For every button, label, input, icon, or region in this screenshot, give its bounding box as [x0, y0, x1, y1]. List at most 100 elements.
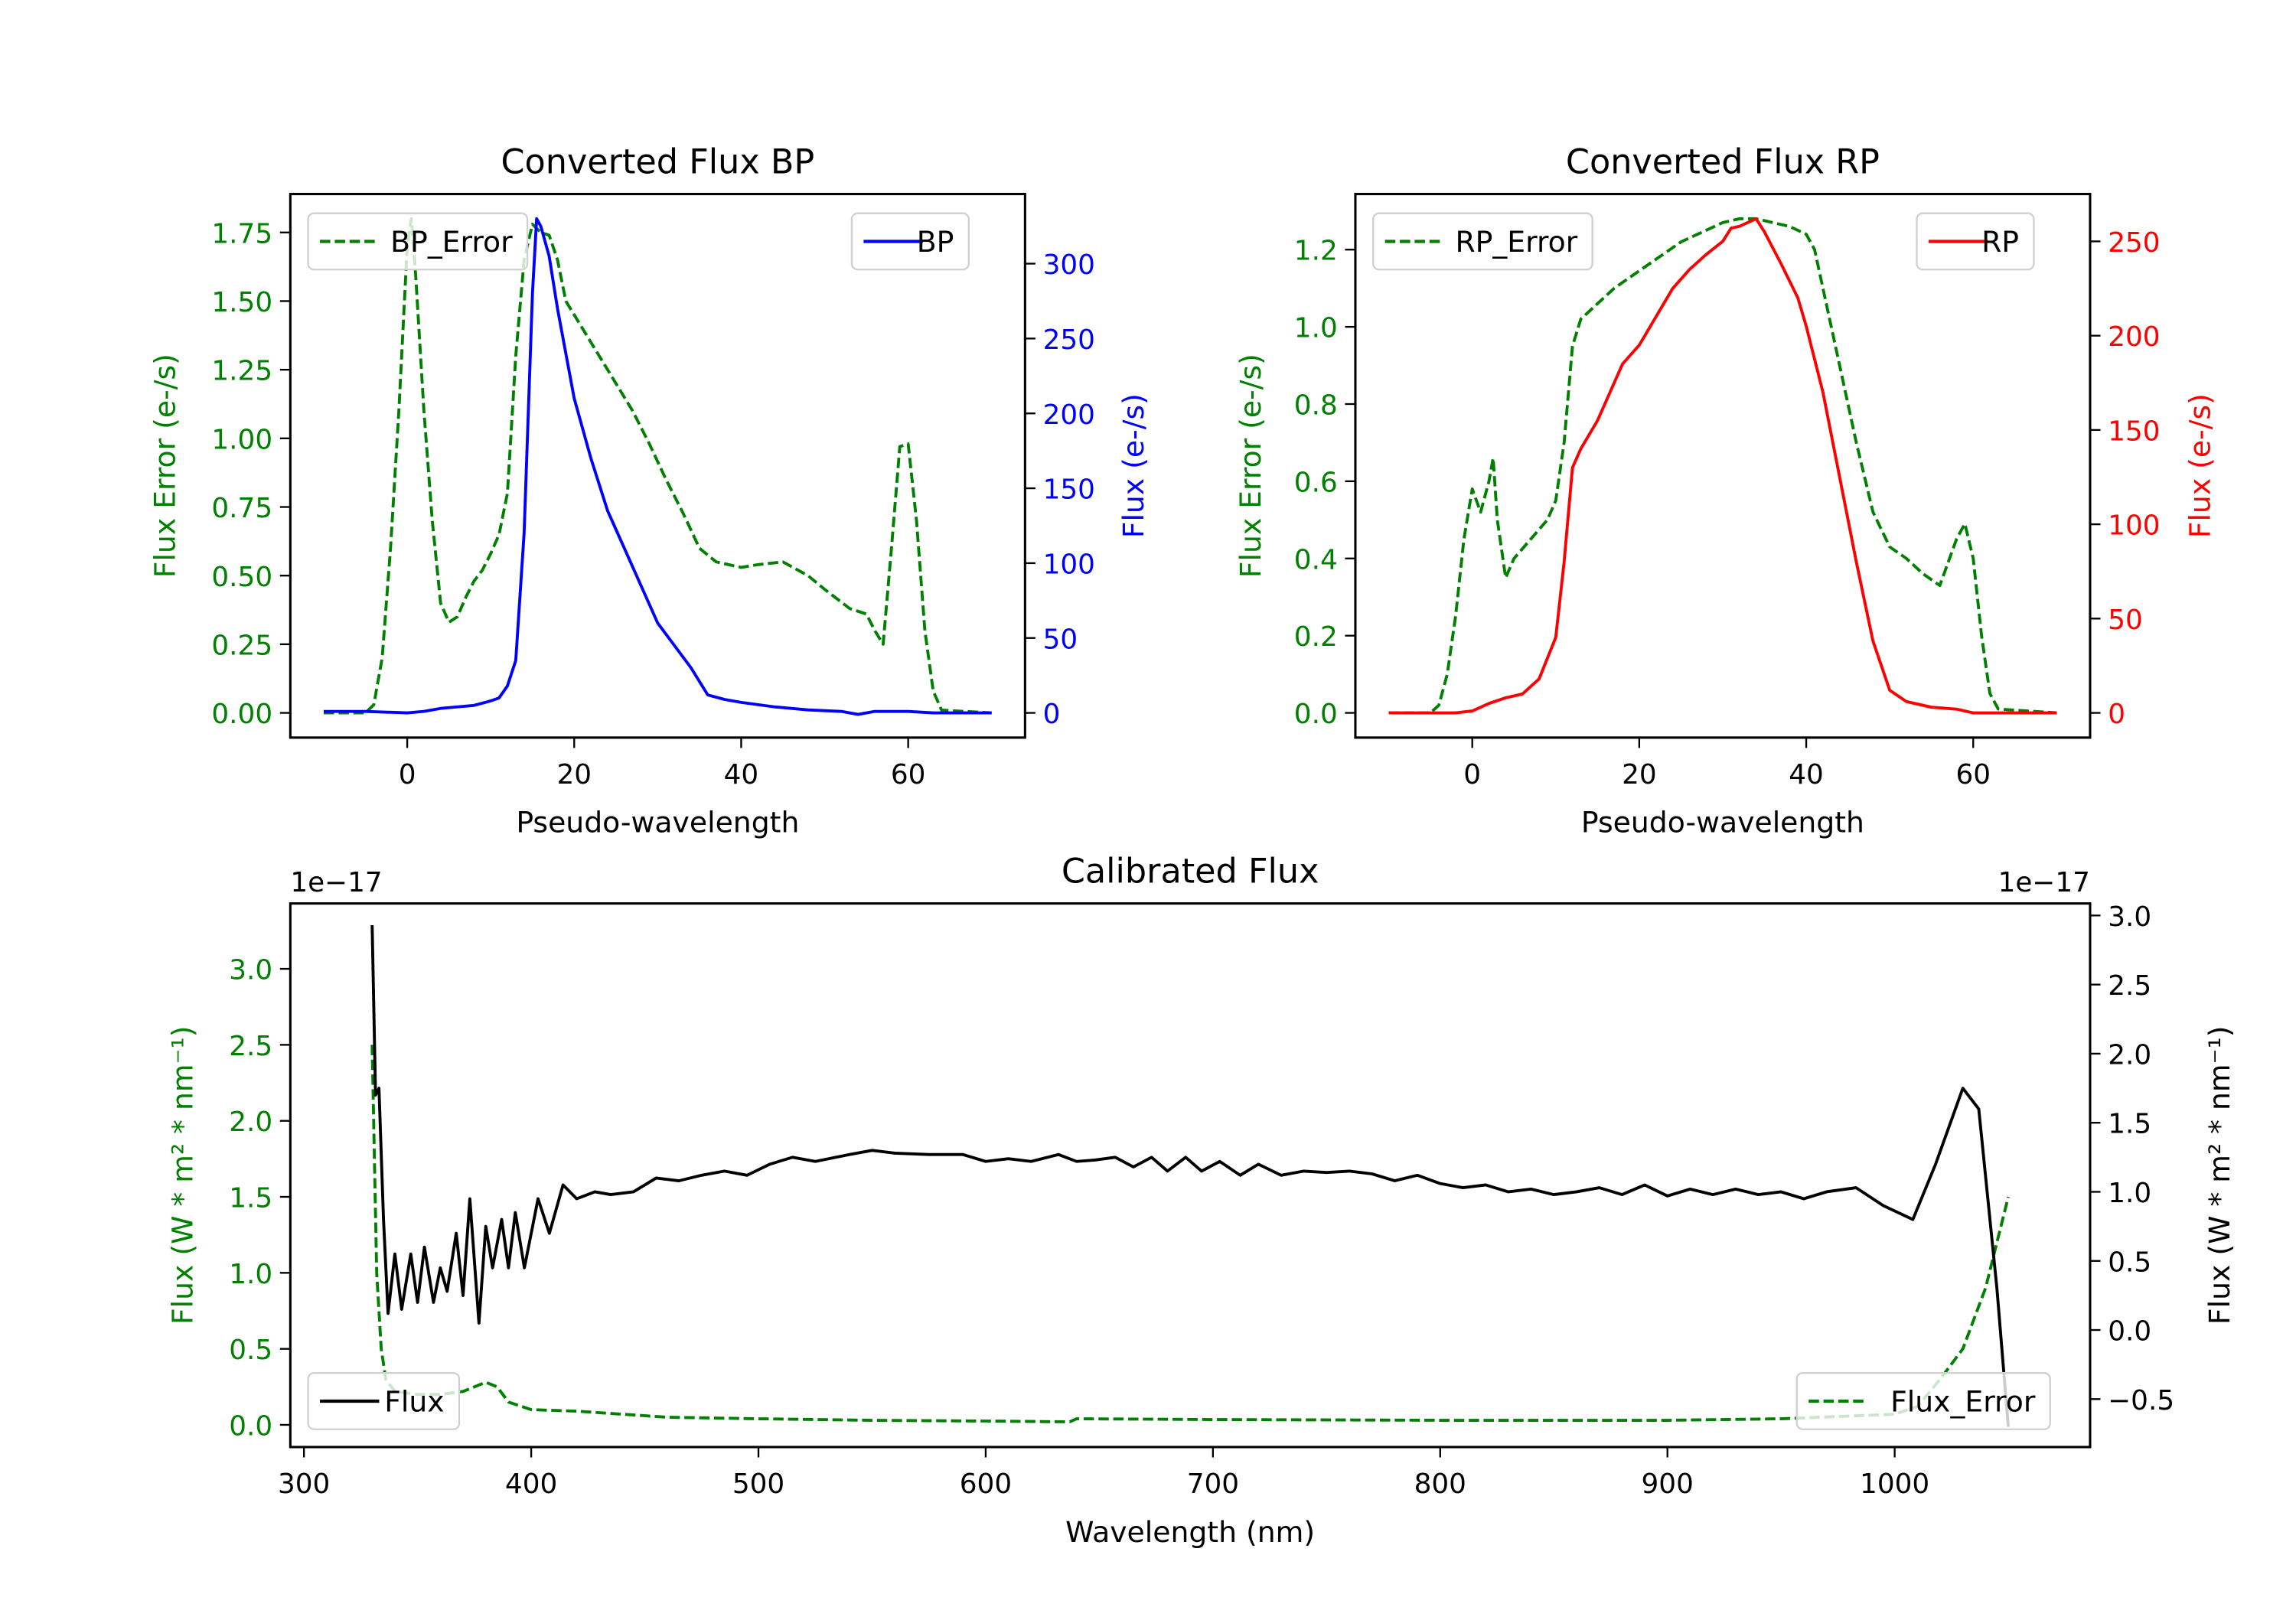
legend-box — [1372, 212, 1593, 271]
right-y-tick-label: 300 — [1043, 249, 1095, 281]
legend-upper-right: RP — [1916, 212, 2035, 271]
left-offset-text: 1e−17 — [290, 867, 382, 898]
x-axis-label: Wavelength (nm) — [1065, 1515, 1315, 1549]
legend-box — [307, 212, 529, 271]
axes-frame — [289, 193, 1026, 739]
left-y-tick-label: 0.25 — [211, 630, 272, 661]
left-y-tick-label: 3.0 — [229, 955, 272, 986]
x-axis-label: Pseudo-wavelength — [1581, 806, 1864, 839]
legend-label: Flux — [384, 1385, 444, 1419]
left-y-axis-label: Flux Error (e-/s) — [148, 354, 181, 578]
left-y-tick-label: 1.2 — [1294, 236, 1338, 267]
x-tick-label: 60 — [1955, 759, 1991, 790]
left-y-axis-label: Flux Error (e-/s) — [1234, 354, 1267, 578]
left-y-tick-label: 1.75 — [211, 218, 272, 249]
left-y-tick-label: 2.5 — [229, 1031, 272, 1062]
x-tick-label: 400 — [505, 1468, 557, 1500]
chart-title: Converted Flux RP — [1566, 142, 1880, 181]
right-y-tick-label: 50 — [1043, 624, 1078, 655]
legend-label: BP — [917, 225, 954, 259]
right-y-tick-label: 2.0 — [2108, 1039, 2151, 1071]
left-y-tick-label: 0.00 — [211, 699, 272, 730]
right-y-tick-label: 2.5 — [2108, 970, 2151, 1002]
chart-title: Calibrated Flux — [1062, 852, 1319, 892]
left-y-tick-label: 2.0 — [229, 1107, 272, 1138]
right-y-tick-label: 250 — [1043, 324, 1095, 356]
x-tick-label: 20 — [1622, 759, 1657, 790]
left-y-tick-label: 0.50 — [211, 562, 272, 593]
left-y-tick-label: 1.00 — [211, 424, 272, 455]
left-y-tick-label: 0.0 — [229, 1411, 272, 1442]
legend-box — [307, 1372, 461, 1430]
left-y-tick-label: 0.6 — [1294, 467, 1338, 498]
left-y-tick-label: 0.2 — [1294, 621, 1338, 653]
left-y-tick-label: 0.8 — [1294, 390, 1338, 422]
x-tick-label: 700 — [1187, 1468, 1239, 1500]
left-y-tick-label: 1.50 — [211, 287, 272, 318]
legend-upper-right: BP — [850, 212, 970, 271]
legend-label: RP — [1981, 225, 2019, 259]
chart-2: Flux Flux_Error 300 400 500 600 700 800 900 1000 W… — [166, 852, 2236, 1549]
series-line-rp-error — [1388, 217, 2057, 715]
right-y-axis-label: Flux (e-/s) — [1117, 393, 1150, 538]
x-tick-label: 1000 — [1860, 1468, 1929, 1500]
x-tick-label: 0 — [399, 759, 416, 790]
right-y-tick-label: 0.0 — [2108, 1316, 2151, 1348]
right-y-tick-label: 150 — [1043, 474, 1095, 506]
right-y-tick-label: 1.5 — [2108, 1109, 2151, 1140]
right-y-tick-label: 3.0 — [2108, 901, 2151, 933]
legend-box — [1795, 1372, 2051, 1430]
left-y-tick-label: 1.0 — [1294, 313, 1338, 344]
x-tick-label: 600 — [960, 1468, 1012, 1500]
series-line-bp-error — [324, 217, 992, 715]
right-y-axis-label: Flux (W * m² * nm⁻¹) — [2203, 1026, 2236, 1325]
right-y-tick-label: −0.5 — [2108, 1385, 2174, 1416]
left-y-tick-label: 1.0 — [229, 1259, 272, 1290]
chart-0: BP_Error BP 0 20 40 60 Pseudo-wavelength 0.00 0.… — [148, 142, 1150, 839]
legend-lower-right: Flux_Error — [1795, 1372, 2051, 1430]
right-y-tick-label: 50 — [2108, 605, 2143, 636]
legend-lower-left: Flux — [307, 1372, 461, 1430]
chart-title: Converted Flux BP — [501, 142, 814, 181]
axes-frame — [1354, 193, 2092, 739]
left-y-tick-label: 1.5 — [229, 1183, 272, 1214]
series-line-bp — [324, 217, 992, 716]
x-tick-label: 0 — [1463, 759, 1481, 790]
right-y-tick-label: 200 — [1043, 399, 1095, 431]
axes-frame — [289, 902, 2092, 1449]
right-y-tick-label: 0 — [1043, 699, 1061, 730]
x-tick-label: 900 — [1642, 1468, 1694, 1500]
legend-label: Flux_Error — [1890, 1385, 2036, 1419]
legend-label: RP_Error — [1455, 225, 1577, 259]
x-tick-label: 40 — [1789, 759, 1824, 790]
right-y-tick-label: 0.5 — [2108, 1247, 2151, 1278]
legend-label: BP_Error — [390, 225, 513, 259]
left-y-axis-label: Flux (W * m² * nm⁻¹) — [166, 1026, 200, 1325]
right-y-axis-label: Flux (e-/s) — [2183, 393, 2217, 538]
right-y-tick-label: 250 — [2108, 227, 2160, 259]
series-line-rp — [1388, 217, 2057, 715]
right-y-tick-label: 100 — [1043, 549, 1095, 580]
left-y-tick-label: 0.5 — [229, 1335, 272, 1366]
x-tick-label: 40 — [724, 759, 759, 790]
left-y-tick-label: 1.25 — [211, 356, 272, 387]
series-line-flux — [370, 924, 2010, 1427]
legend-upper-left: RP_Error — [1372, 212, 1593, 271]
left-y-tick-label: 0.0 — [1294, 699, 1338, 730]
right-y-tick-label: 1.0 — [2108, 1178, 2151, 1209]
x-tick-label: 500 — [732, 1468, 784, 1500]
x-axis-label: Pseudo-wavelength — [516, 806, 799, 839]
left-y-tick-label: 0.75 — [211, 493, 272, 524]
x-tick-label: 300 — [278, 1468, 330, 1500]
right-y-tick-label: 100 — [2108, 510, 2160, 542]
legend-upper-left: BP_Error — [307, 212, 529, 271]
right-y-tick-label: 0 — [2108, 699, 2125, 730]
left-y-tick-label: 0.4 — [1294, 544, 1338, 575]
right-y-tick-label: 150 — [2108, 416, 2160, 447]
right-y-tick-label: 200 — [2108, 321, 2160, 353]
x-tick-label: 60 — [891, 759, 926, 790]
x-tick-label: 20 — [556, 759, 592, 790]
right-offset-text: 1e−17 — [1998, 867, 2090, 898]
x-tick-label: 800 — [1414, 1468, 1466, 1500]
